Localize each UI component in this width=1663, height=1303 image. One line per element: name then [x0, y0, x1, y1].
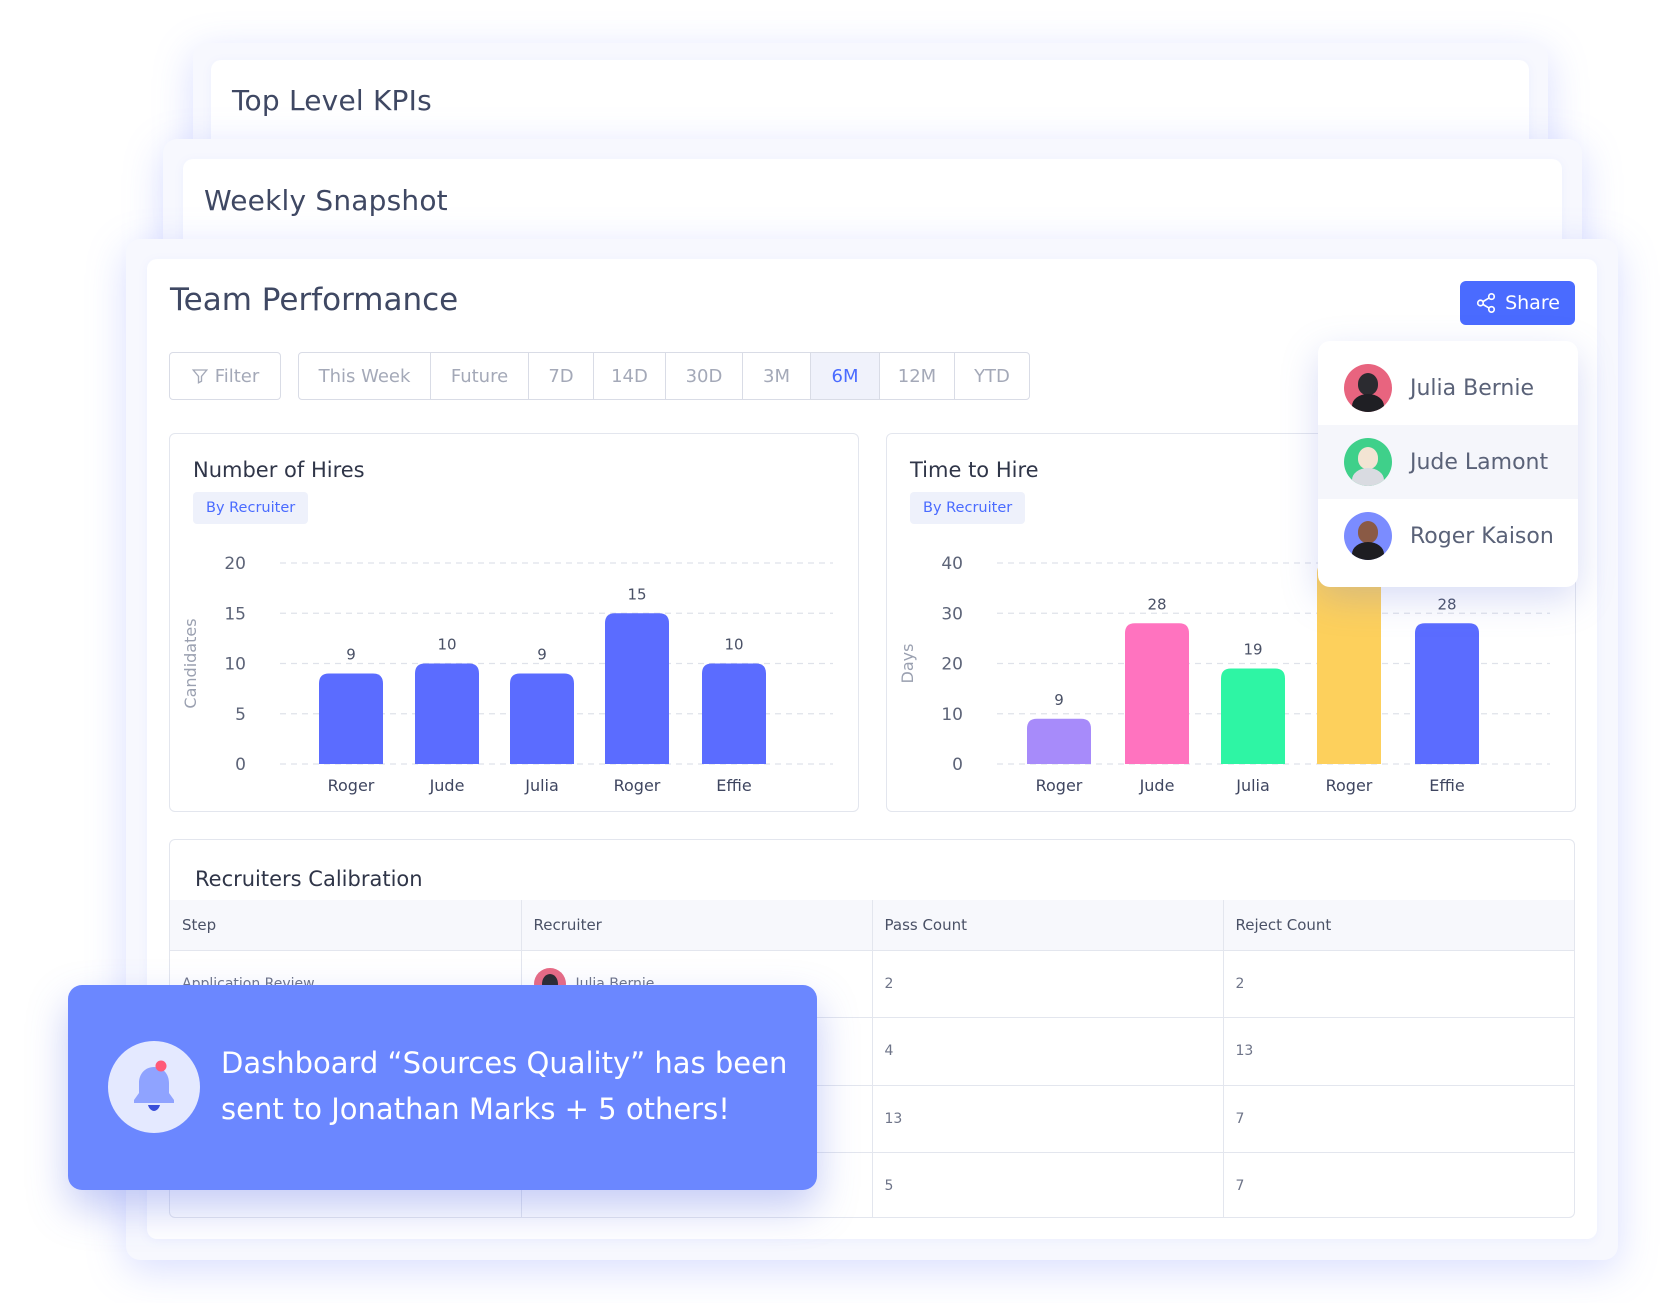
bar — [605, 613, 669, 764]
time-to-hire-chart-svg: 0 10 20 30 40 Days 9 Roger 28 Jude 19 Julia Roger 28 E… — [898, 554, 1550, 795]
x-tick-label: Effie — [716, 776, 751, 795]
column-header-recruiter[interactable]: Recruiter — [521, 900, 873, 951]
y-tick-label: 20 — [941, 655, 963, 675]
x-tick-label: Effie — [1429, 776, 1464, 795]
bar — [415, 663, 479, 764]
data-label: 9 — [1054, 691, 1064, 709]
data-label: 9 — [537, 646, 547, 664]
bar — [1221, 668, 1285, 764]
toast-message: Dashboard “Sources Quality” has been sen… — [221, 1046, 788, 1126]
avatar — [1344, 364, 1392, 412]
bar — [510, 673, 574, 764]
x-tick-label: Roger — [614, 776, 661, 795]
x-tick-label: Roger — [328, 776, 375, 795]
range-tab-future[interactable]: Future — [431, 353, 529, 399]
range-tab-ytd[interactable]: YTD — [974, 365, 1010, 387]
x-tick-label: Julia — [524, 776, 559, 795]
data-label: 10 — [724, 636, 743, 654]
pass-count-cell: 4 — [872, 1017, 1224, 1086]
hires-chart-card: Number of Hires By Recruiter 0 5 10 15 20 Can… — [169, 433, 859, 812]
range-tab-12m[interactable]: 12M — [880, 353, 955, 399]
column-header-pass-count[interactable]: Pass Count — [872, 900, 1224, 951]
range-tab-30d[interactable]: 30D — [666, 353, 743, 399]
y-tick-label: 15 — [224, 604, 246, 624]
reject-count-cell: 13 — [1223, 1017, 1574, 1086]
y-tick-label: 20 — [224, 554, 246, 574]
data-label: 15 — [627, 585, 646, 603]
bar — [1415, 623, 1479, 764]
recipient-jude-lamont[interactable]: Jude Lamont — [1318, 425, 1578, 499]
x-tick-label: Roger — [1036, 776, 1083, 795]
data-label: 28 — [1437, 595, 1456, 613]
y-tick-label: 10 — [224, 655, 246, 675]
pass-count-cell: 5 — [872, 1152, 1224, 1217]
hires-chart-svg: 0 5 10 15 20 Candidates 9 Roger 10 Jude 9 Julia 15 Ro… — [181, 554, 833, 795]
recipient-name: Julia Bernie — [1410, 375, 1535, 401]
y-tick-label: 5 — [235, 705, 246, 725]
y-tick-label: 0 — [952, 755, 963, 775]
time-to-hire-chart-title: Time to Hire — [910, 458, 1039, 482]
reject-count-cell: 2 — [1223, 950, 1574, 1018]
table-title: Recruiters Calibration — [195, 867, 423, 891]
data-label: 9 — [346, 646, 356, 664]
avatar — [1344, 512, 1392, 560]
avatar — [1344, 438, 1392, 486]
share-button-label: Share — [1505, 292, 1560, 314]
share-button[interactable]: Share — [1460, 281, 1575, 325]
y-axis-label: Candidates — [181, 618, 200, 708]
reject-count-cell: 7 — [1223, 1085, 1574, 1153]
recipient-roger-kaison[interactable]: Roger Kaison — [1318, 499, 1578, 573]
y-tick-label: 10 — [941, 705, 963, 725]
column-header-reject-count[interactable]: Reject Count — [1223, 900, 1574, 951]
reject-count-cell: 7 — [1223, 1152, 1574, 1217]
hires-chart-tag[interactable]: By Recruiter — [193, 492, 309, 524]
bar — [1125, 623, 1189, 764]
recipient-julia-bernie[interactable]: Julia Bernie — [1318, 351, 1578, 425]
filter-icon — [191, 369, 208, 384]
kpi-card-title: Top Level KPIs — [232, 84, 432, 117]
recipient-name: Jude Lamont — [1410, 449, 1549, 475]
bar — [1027, 718, 1091, 764]
data-label: 19 — [1243, 641, 1262, 659]
date-range-tabs: This Week Future 7D 14D 30D 3M 6M 12M YTD — [298, 352, 1030, 400]
range-tab-3m[interactable]: 3M — [743, 353, 811, 399]
share-icon — [1477, 293, 1496, 313]
bar — [702, 663, 766, 764]
bar — [1317, 563, 1381, 764]
x-tick-label: Jude — [429, 776, 465, 795]
time-to-hire-chart-tag[interactable]: By Recruiter — [910, 492, 1026, 524]
range-tab-7d[interactable]: 7D — [529, 353, 594, 399]
y-tick-label: 0 — [235, 755, 246, 775]
column-header-step[interactable]: Step — [170, 900, 522, 951]
filter-button-label: Filter — [214, 365, 260, 387]
bell-icon — [108, 1041, 200, 1133]
range-tab-6m[interactable]: 6M — [811, 353, 880, 399]
x-tick-label: Julia — [1235, 776, 1270, 795]
data-label: 28 — [1147, 595, 1166, 613]
bar — [319, 673, 383, 764]
range-tab-14d[interactable]: 14D — [594, 353, 666, 399]
page-title: Team Performance — [170, 282, 459, 318]
range-tab-this-week[interactable]: This Week — [299, 353, 431, 399]
pass-count-cell: 13 — [872, 1085, 1224, 1153]
x-tick-label: Jude — [1139, 776, 1175, 795]
y-tick-label: 30 — [941, 604, 963, 624]
notification-toast[interactable]: Dashboard “Sources Quality” has been sen… — [68, 985, 817, 1190]
y-tick-label: 40 — [941, 554, 963, 574]
recipient-name: Roger Kaison — [1410, 523, 1554, 549]
hires-chart-title: Number of Hires — [193, 458, 365, 482]
y-axis-label: Days — [898, 644, 917, 684]
snapshot-card-title: Weekly Snapshot — [204, 184, 448, 217]
filter-button[interactable]: Filter — [169, 352, 281, 400]
share-recipient-menu: Julia Bernie Jude Lamont Roger Kaison — [1318, 341, 1578, 587]
data-label: 10 — [437, 636, 456, 654]
pass-count-cell: 2 — [872, 950, 1224, 1018]
x-tick-label: Roger — [1326, 776, 1373, 795]
